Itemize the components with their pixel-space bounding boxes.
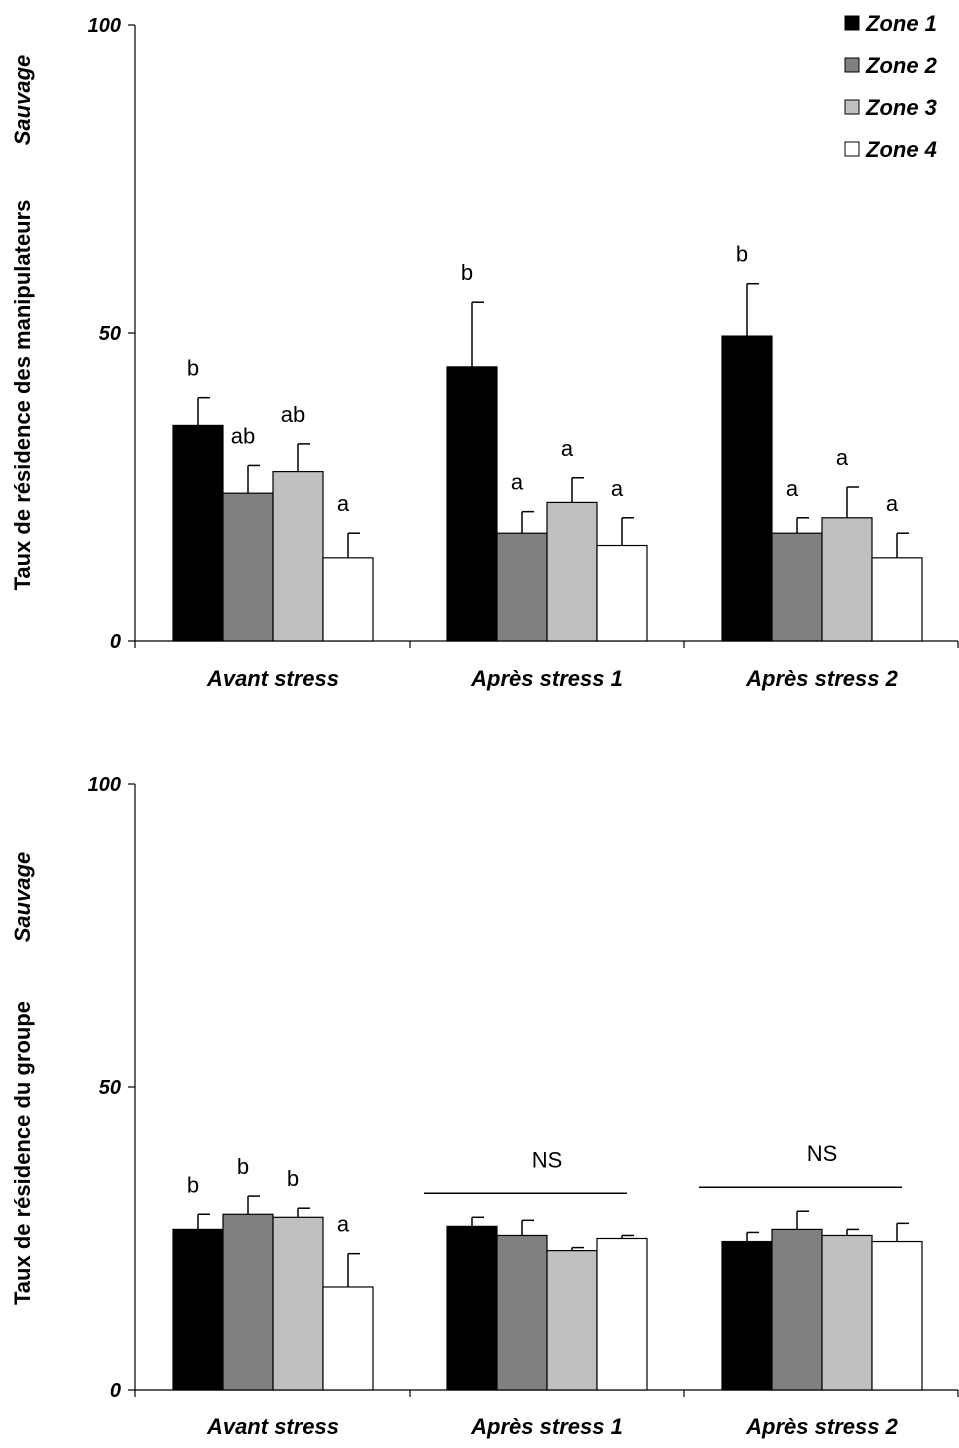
y-axis-label-italic: Sauvage bbox=[10, 55, 35, 146]
bar bbox=[821, 1234, 873, 1391]
bar bbox=[821, 517, 873, 642]
ns-label: NS bbox=[807, 1141, 838, 1166]
significance-label: b bbox=[287, 1166, 299, 1191]
y-tick-label: 50 bbox=[99, 1077, 121, 1099]
legend-label: Zone 2 bbox=[865, 53, 938, 78]
bar bbox=[871, 557, 923, 642]
chart-panel-1: 0 50 100 Avant stress Après stress 1 Après st… bbox=[10, 11, 959, 691]
legend-swatch bbox=[844, 57, 860, 73]
bar bbox=[496, 1234, 548, 1391]
significance-label: b bbox=[187, 1172, 199, 1197]
bar bbox=[546, 501, 598, 642]
legend-swatch bbox=[844, 141, 860, 157]
significance-label: a bbox=[337, 491, 350, 516]
bar bbox=[222, 492, 274, 642]
significance-label: b bbox=[461, 260, 473, 285]
y-tick-label: 100 bbox=[88, 774, 121, 796]
bar bbox=[771, 1228, 823, 1391]
bar bbox=[322, 557, 374, 642]
y-axis-label: Taux de résidence du groupe bbox=[10, 1001, 35, 1305]
significance-label: b bbox=[736, 242, 748, 267]
significance-label: a bbox=[836, 445, 849, 470]
significance-label: a bbox=[511, 470, 524, 495]
y-tick-label: 0 bbox=[110, 1380, 121, 1402]
significance-label: a bbox=[337, 1212, 350, 1237]
x-tick-label: Après stress 1 bbox=[470, 666, 623, 691]
legend-label: Zone 4 bbox=[865, 137, 937, 162]
significance-label: b bbox=[187, 356, 199, 381]
significance-label: b bbox=[237, 1154, 249, 1179]
bar bbox=[546, 1250, 598, 1391]
x-tick-label: Avant stress bbox=[206, 666, 339, 691]
bar bbox=[446, 366, 498, 642]
y-tick-label: 100 bbox=[88, 15, 121, 37]
y-axis-label-italic: Sauvage bbox=[10, 852, 35, 943]
bar bbox=[222, 1213, 274, 1391]
significance-label: a bbox=[611, 476, 624, 501]
chart-panel-2: 0 50 100 Avant stress Après stress 1 Après st… bbox=[10, 774, 959, 1439]
x-tick-label: Après stress 2 bbox=[745, 666, 898, 691]
ns-label: NS bbox=[532, 1147, 563, 1172]
bar bbox=[272, 471, 324, 642]
significance-label: ab bbox=[281, 402, 305, 427]
bar bbox=[596, 1237, 648, 1391]
bar bbox=[272, 1216, 324, 1391]
bar bbox=[771, 532, 823, 642]
legend-label: Zone 1 bbox=[865, 11, 937, 36]
significance-label: a bbox=[561, 436, 574, 461]
legend-swatch bbox=[844, 99, 860, 115]
x-tick-label: Après stress 2 bbox=[745, 1414, 898, 1439]
bar bbox=[172, 424, 224, 642]
legend-label: Zone 3 bbox=[865, 95, 937, 120]
y-tick-label: 50 bbox=[99, 323, 121, 345]
bar bbox=[322, 1286, 374, 1391]
x-tick-label: Avant stress bbox=[206, 1414, 339, 1439]
bar bbox=[721, 335, 773, 642]
legend-swatch bbox=[844, 15, 860, 31]
x-tick-label: Après stress 1 bbox=[470, 1414, 623, 1439]
bar bbox=[596, 544, 648, 642]
bar bbox=[496, 532, 548, 642]
bar bbox=[446, 1225, 498, 1391]
significance-label: a bbox=[886, 491, 899, 516]
bar bbox=[871, 1240, 923, 1391]
bar bbox=[721, 1240, 773, 1391]
bar bbox=[172, 1228, 224, 1391]
significance-label: ab bbox=[231, 423, 255, 448]
significance-label: a bbox=[786, 476, 799, 501]
legend: Zone 1 Zone 2 Zone 3 Zone 4 bbox=[844, 11, 938, 162]
y-axis-label: Taux de résidence des manipulateurs bbox=[10, 200, 35, 591]
y-tick-label: 0 bbox=[110, 631, 121, 653]
